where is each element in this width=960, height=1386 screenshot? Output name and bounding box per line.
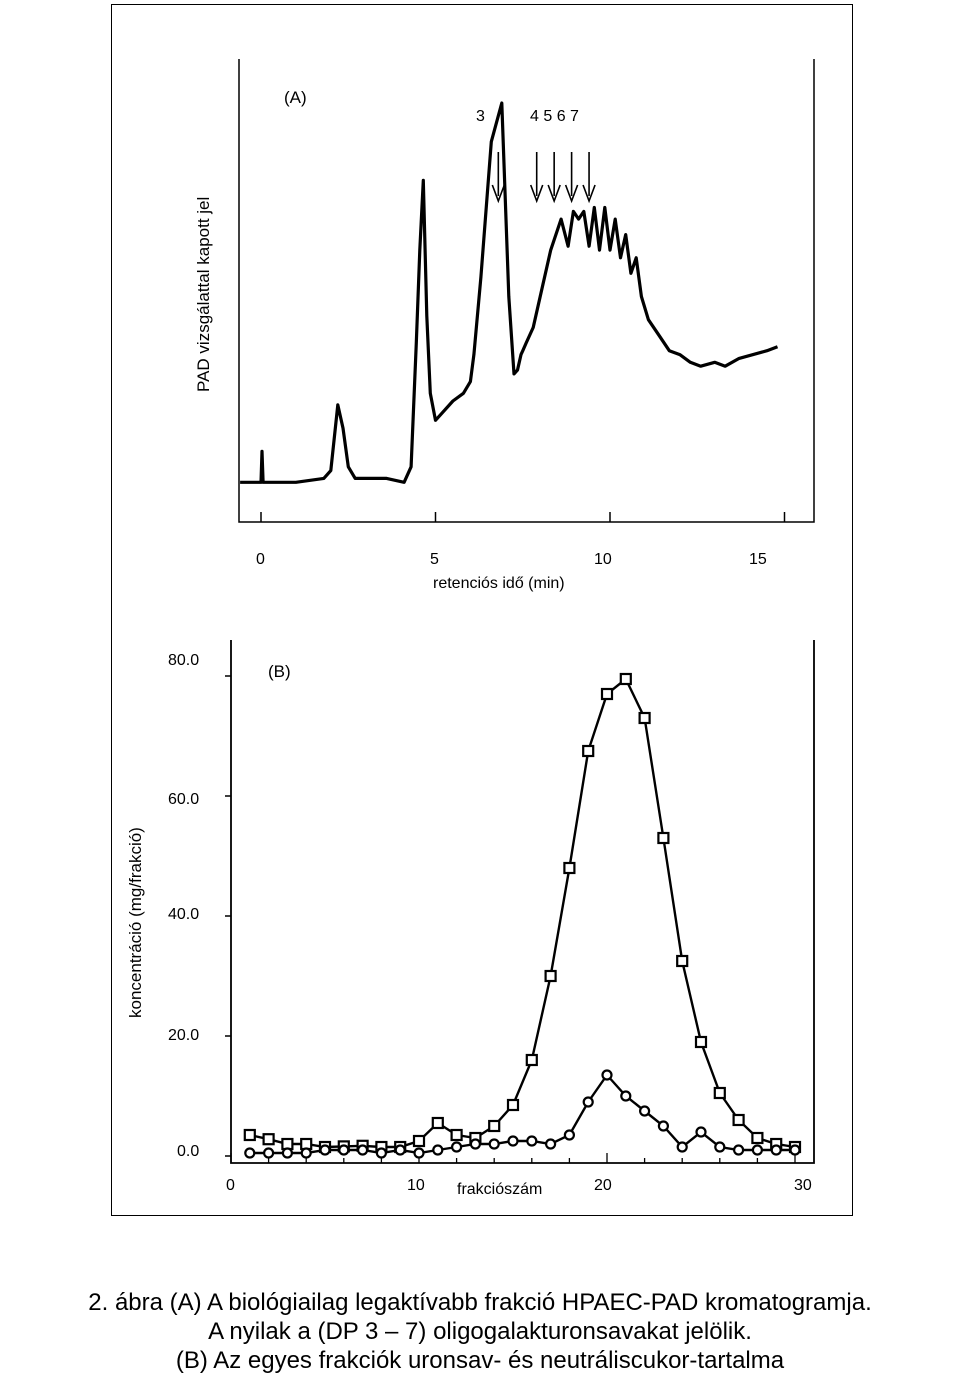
panel-a-label: (A) bbox=[284, 88, 307, 107]
circle-marker-point bbox=[770, 1144, 782, 1156]
panel-a-chart bbox=[238, 59, 815, 523]
panel-a-x-tick-10: 10 bbox=[594, 551, 612, 568]
panel-b-label: (B) bbox=[268, 662, 291, 681]
square-marker-point bbox=[506, 1098, 520, 1112]
circle-marker-point bbox=[582, 1096, 594, 1108]
arrow-head bbox=[529, 184, 544, 204]
circle-marker-point bbox=[638, 1105, 651, 1117]
caption-line-2: A nyilak a (DP 3 – 7) oligogalakturonsav… bbox=[208, 1318, 752, 1345]
panel-a-x-tick-15: 15 bbox=[749, 551, 767, 568]
panel-b-axes bbox=[230, 640, 815, 1164]
circle-marker-point bbox=[526, 1135, 538, 1147]
uronic-acid-series-line bbox=[249, 677, 796, 1149]
panel-b-chart bbox=[225, 640, 815, 1164]
circle-marker-point bbox=[657, 1120, 670, 1132]
panel-b-y-tick-20: 20.0 bbox=[168, 1027, 200, 1044]
circle-marker-point bbox=[544, 1138, 557, 1150]
circle-marker-point bbox=[563, 1129, 576, 1141]
panel-a-x-tick-0: 0 bbox=[256, 551, 265, 568]
square-marker-point bbox=[582, 744, 595, 758]
panel-b-x-tick-30: 30 bbox=[794, 1177, 812, 1194]
square-marker-point bbox=[619, 672, 632, 686]
circle-marker-point bbox=[732, 1144, 745, 1156]
circle-marker-point bbox=[488, 1138, 500, 1150]
square-marker-point bbox=[563, 861, 576, 875]
circle-marker-point bbox=[469, 1138, 481, 1150]
panel-a-x-tick-5: 5 bbox=[430, 551, 439, 568]
square-marker-point bbox=[694, 1035, 708, 1049]
square-marker-point bbox=[751, 1131, 764, 1145]
circle-marker-point bbox=[676, 1141, 688, 1153]
square-marker-point bbox=[262, 1133, 275, 1146]
arrow-head bbox=[547, 184, 561, 204]
circle-marker-point bbox=[394, 1144, 406, 1156]
panel-a-y-axis-label: PAD vizsgálattal kapott jel bbox=[194, 196, 213, 392]
panel-b-y-tick-0: 0.0 bbox=[177, 1143, 200, 1160]
circle-marker-point bbox=[695, 1126, 707, 1138]
arrow-label-dp3: 3 bbox=[476, 108, 485, 125]
arrow-label-dp4-7: 4 5 6 7 bbox=[530, 108, 579, 125]
circle-marker-point bbox=[714, 1141, 726, 1153]
square-marker-point bbox=[431, 1116, 444, 1130]
panel-b-x-tick-10: 10 bbox=[407, 1177, 425, 1194]
circle-marker-point bbox=[281, 1147, 293, 1159]
circle-marker-point bbox=[620, 1090, 632, 1102]
square-marker-point bbox=[657, 831, 670, 845]
square-marker-point bbox=[488, 1119, 501, 1133]
circle-marker-point bbox=[263, 1147, 275, 1159]
circle-marker-point bbox=[507, 1135, 519, 1147]
circle-marker-point bbox=[244, 1147, 256, 1159]
square-marker-point bbox=[243, 1128, 256, 1142]
square-marker-point bbox=[600, 687, 614, 701]
panel-b-x-axis-label: frakciószám bbox=[457, 1181, 543, 1198]
figure-caption: 2. ábra (A) A biológiailag legaktívabb f… bbox=[0, 1288, 960, 1375]
circle-marker-point bbox=[601, 1069, 613, 1081]
square-marker-point bbox=[544, 969, 557, 983]
panel-a-x-axis-label: retenciós idő (min) bbox=[433, 575, 565, 592]
circle-marker-point bbox=[789, 1144, 801, 1156]
circle-marker-point bbox=[432, 1144, 444, 1156]
panel-b-x-tick-0: 0 bbox=[226, 1177, 235, 1194]
arrow-head bbox=[564, 184, 579, 204]
square-marker-point bbox=[412, 1134, 426, 1148]
square-marker-point bbox=[638, 711, 651, 725]
circle-marker-point bbox=[413, 1147, 425, 1159]
square-marker-point bbox=[713, 1086, 726, 1100]
circle-marker-point bbox=[375, 1147, 387, 1159]
panel-b-y-axis-label: koncentráció (mg/frakció) bbox=[126, 827, 145, 1018]
caption-line-1: 2. ábra (A) A biológiailag legaktívabb f… bbox=[88, 1289, 872, 1316]
panel-b-y-tick-80: 80.0 bbox=[168, 652, 200, 669]
square-marker-point bbox=[525, 1053, 538, 1067]
circle-marker-point bbox=[357, 1144, 369, 1156]
panel-b-x-tick-20: 20 bbox=[594, 1177, 612, 1194]
square-marker-point bbox=[732, 1113, 745, 1127]
arrow-head bbox=[491, 184, 506, 204]
circle-marker-point bbox=[300, 1147, 312, 1159]
caption-line-3: (B) Az egyes frakciók uronsav- és neutrá… bbox=[175, 1347, 785, 1374]
circle-marker-point bbox=[319, 1144, 331, 1156]
neutral-sugar-series-line bbox=[249, 1073, 795, 1155]
square-marker-point bbox=[676, 954, 689, 968]
circle-marker-point bbox=[751, 1144, 764, 1156]
chromatogram-trace bbox=[240, 101, 779, 484]
arrow-head bbox=[582, 184, 596, 204]
circle-marker-point bbox=[338, 1144, 350, 1156]
panel-a-axes bbox=[238, 59, 815, 523]
square-marker-point bbox=[450, 1128, 463, 1142]
panel-b-y-tick-60: 60.0 bbox=[168, 791, 200, 808]
circle-marker-point bbox=[451, 1141, 463, 1153]
figure-frame bbox=[111, 4, 853, 1216]
panel-b-y-tick-40: 40.0 bbox=[168, 906, 200, 923]
